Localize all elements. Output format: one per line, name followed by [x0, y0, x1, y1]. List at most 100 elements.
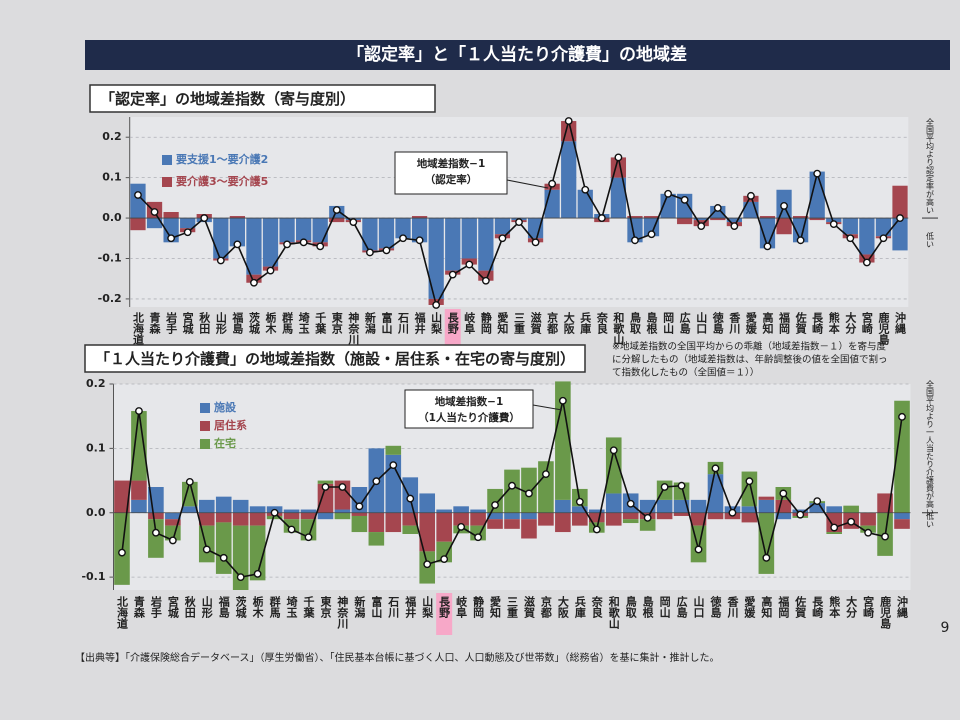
index-point	[796, 510, 805, 519]
x-tick-label: 栃木	[251, 595, 265, 619]
index-point	[813, 169, 822, 178]
bar-segment	[283, 512, 300, 520]
bar-segment	[775, 499, 792, 513]
x-tick-label: 高知	[760, 595, 774, 619]
y-tick-label: 0.1	[102, 171, 122, 184]
x-tick-label: 山梨	[430, 311, 444, 335]
bar-segment	[229, 216, 245, 219]
bar-segment	[775, 512, 792, 520]
bar-segment	[627, 216, 643, 219]
bar-segment	[419, 493, 436, 513]
x-tick-label: 徳島	[709, 595, 723, 619]
bar-segment	[334, 512, 351, 520]
index-point	[881, 532, 889, 541]
index-point	[697, 222, 706, 231]
bar-segment	[572, 506, 588, 513]
bar-segment	[610, 177, 627, 219]
bar-segment	[368, 512, 385, 533]
bar-segment	[385, 445, 402, 455]
header-bar	[85, 40, 950, 70]
index-point	[713, 204, 722, 212]
index-point	[862, 258, 871, 267]
index-point	[508, 481, 516, 490]
side-low: 低い	[926, 511, 935, 528]
bar-segment	[538, 461, 554, 513]
bar-segment	[296, 218, 312, 241]
bar-segment	[605, 493, 622, 513]
bar-segment	[894, 400, 910, 513]
bar-segment	[741, 471, 758, 507]
legend-swatch	[200, 439, 210, 449]
x-tick-label: 沖縄	[896, 595, 909, 619]
side-high: 全国平均より一人当たり介護費が高い	[926, 379, 935, 516]
bar-segment	[693, 218, 709, 221]
bar-segment	[690, 512, 707, 526]
x-tick-label: 岡山	[658, 596, 671, 619]
index-point	[202, 545, 211, 554]
bar-segment	[555, 512, 571, 533]
x-tick-label: 青森	[148, 311, 161, 335]
bar-segment	[588, 509, 605, 513]
bar-segment	[419, 512, 436, 552]
index-point	[581, 185, 590, 194]
x-tick-label: 鹿児島	[877, 311, 891, 346]
bar-segment	[494, 218, 511, 235]
index-point	[864, 528, 873, 537]
bar-segment	[826, 218, 842, 223]
index-point	[796, 236, 805, 245]
x-tick-label: 秋田	[183, 595, 196, 619]
x-tick-label: 高知	[761, 311, 775, 335]
bar-segment	[198, 499, 215, 513]
x-tick-label: 千葉	[302, 595, 316, 619]
bar-segment	[317, 512, 334, 520]
index-point	[898, 412, 906, 421]
x-tick-label: 福島	[231, 311, 245, 335]
bar-segment	[148, 519, 164, 558]
bar-segment	[758, 512, 775, 574]
y-tick-label: 0.0	[86, 506, 106, 519]
y-tick-label: 0.0	[102, 211, 122, 224]
y-tick-label: 0.2	[102, 130, 122, 143]
bar-segment	[892, 185, 908, 219]
x-tick-label: 大阪	[562, 311, 575, 335]
x-tick-label: 青森	[132, 595, 145, 619]
annotation-box	[394, 151, 508, 195]
index-point	[134, 191, 142, 199]
bar-segment	[453, 512, 469, 526]
bar-segment	[741, 512, 758, 523]
legend-label: 在宅	[214, 436, 236, 450]
x-tick-label: 東京	[319, 595, 332, 619]
x-tick-label: 和歌山	[607, 595, 620, 630]
chart-title: 「１人当たり介護費」の地域差指数（施設・居住系・在宅の寄与度別）	[95, 350, 575, 368]
index-point	[525, 489, 533, 498]
bar-segment	[266, 515, 283, 520]
x-tick-label: 福岡	[778, 311, 792, 335]
index-point	[515, 218, 523, 227]
index-point	[829, 220, 838, 229]
bar-segment	[215, 496, 232, 513]
index-point	[747, 191, 755, 200]
index-point	[592, 525, 601, 534]
bar-segment	[411, 216, 428, 219]
bar-segment	[317, 480, 334, 484]
bar-segment	[229, 218, 245, 247]
index-point	[216, 256, 225, 265]
x-tick-label: 三重	[513, 312, 526, 334]
index-point	[415, 236, 424, 245]
index-point	[564, 117, 573, 125]
bar-segment	[148, 512, 164, 520]
bar-segment	[577, 189, 593, 219]
bar-segment	[639, 499, 656, 513]
index-point	[168, 536, 177, 545]
bar-segment	[605, 512, 622, 526]
bar-segment	[826, 512, 842, 533]
x-tick-label: 長野	[446, 312, 459, 335]
bar-segment	[639, 519, 656, 531]
bar-segment	[588, 512, 605, 523]
index-point	[200, 214, 209, 222]
x-tick-label: 奈良	[595, 311, 609, 335]
x-tick-label: 岩手	[149, 595, 163, 619]
x-tick-label: 和歌山	[612, 311, 625, 346]
bar-segment	[561, 141, 577, 219]
index-point	[542, 470, 550, 479]
